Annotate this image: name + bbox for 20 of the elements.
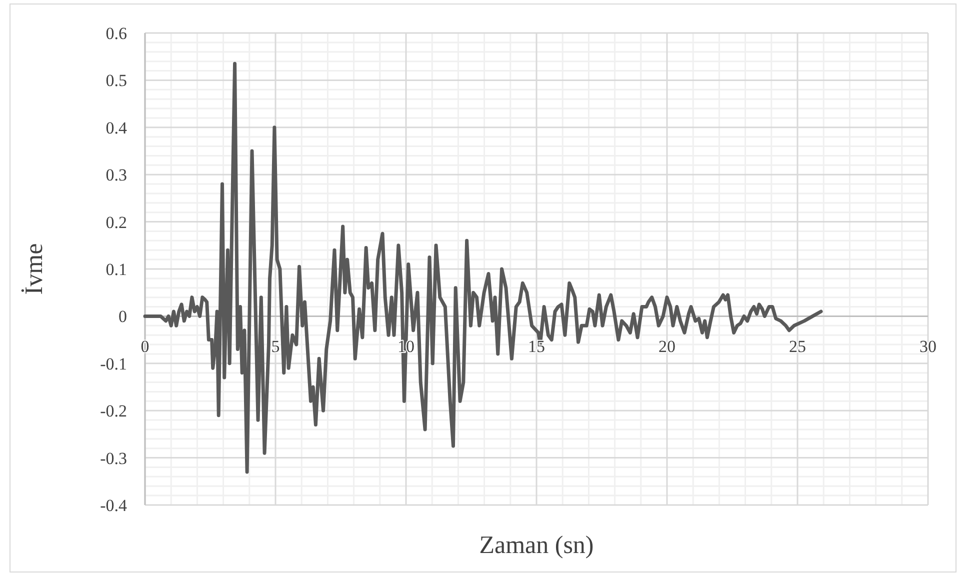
y-tick-label: 0.3 <box>106 166 127 185</box>
y-tick-label: -0.3 <box>100 448 127 468</box>
x-tick-label: 20 <box>658 337 676 356</box>
y-tick-label: 0.6 <box>106 24 127 43</box>
x-tick-label: 0 <box>140 337 150 356</box>
x-tick-label: 25 <box>789 337 806 356</box>
y-tick-label: -0.2 <box>100 402 127 421</box>
y-tick-label: -0.4 <box>100 496 128 515</box>
x-tick-label: 5 <box>271 337 280 356</box>
y-tick-label: 0.2 <box>106 212 127 232</box>
x-axis-title: Zaman (sn) <box>479 532 594 559</box>
y-axis-title: İvme <box>21 243 48 295</box>
x-tick-label: 30 <box>920 337 936 356</box>
y-tick-label: 0.5 <box>106 71 127 90</box>
y-tick-label: -0.1 <box>100 354 127 374</box>
y-tick-label: 0 <box>118 307 127 326</box>
x-tick-label: 15 <box>528 337 545 356</box>
y-tick-label: 0.4 <box>106 118 128 138</box>
line-series <box>143 62 823 474</box>
y-tick-label: 0.1 <box>106 260 127 279</box>
